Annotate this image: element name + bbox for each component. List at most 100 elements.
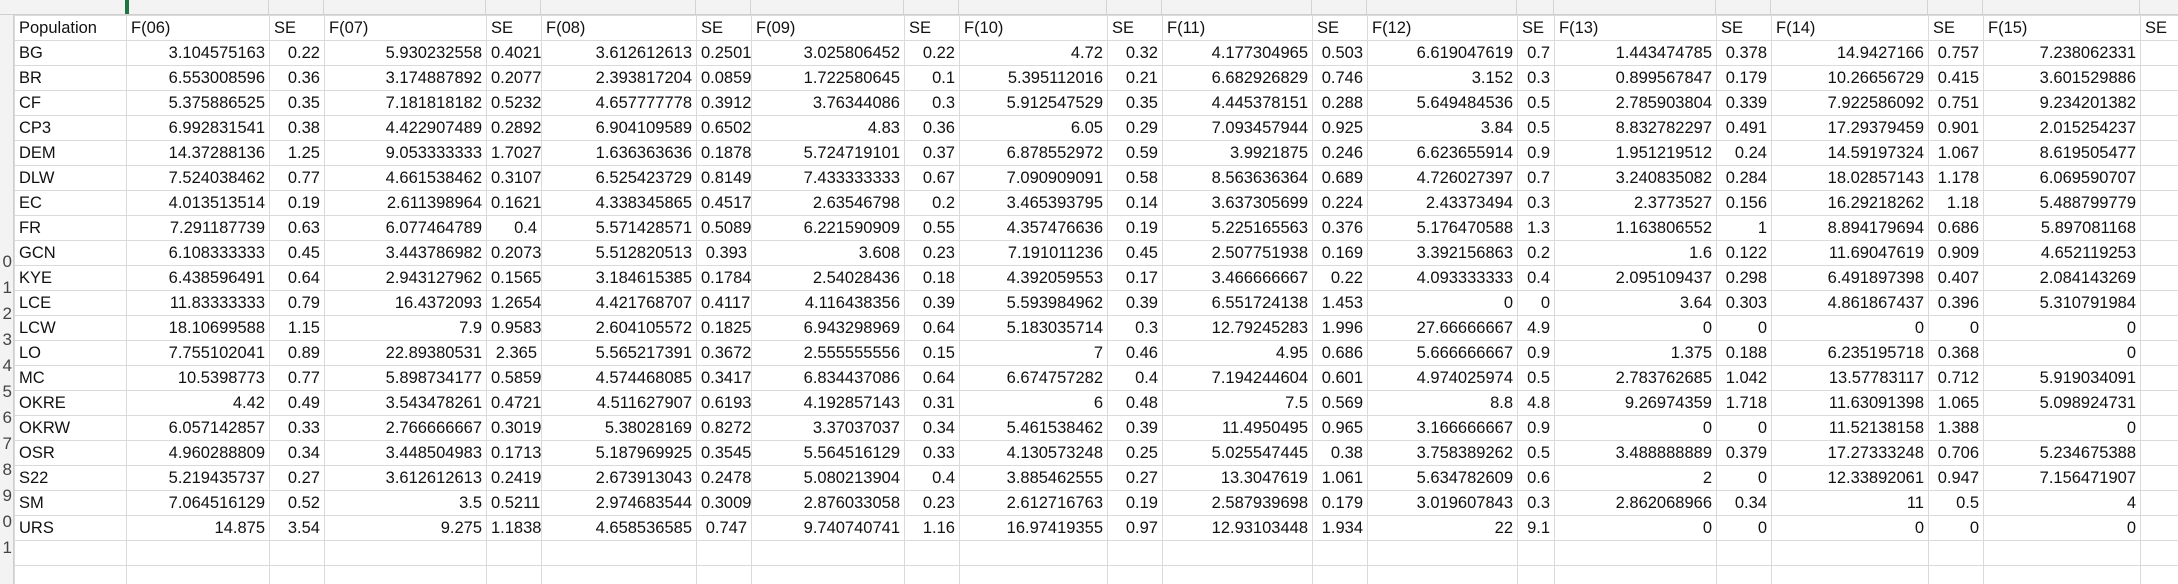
value-cell[interactable]: 0.33 [904, 440, 960, 466]
value-cell[interactable]: 0.288 [1312, 90, 1368, 116]
value-cell[interactable]: 0.15 [904, 340, 960, 366]
population-cell[interactable]: SM [14, 490, 127, 516]
empty-cell[interactable] [696, 540, 752, 566]
value-cell[interactable]: 0.18 [904, 265, 960, 291]
value-cell[interactable]: 0.1825 [696, 315, 752, 341]
value-cell[interactable]: 1.996 [1312, 315, 1368, 341]
value-cell[interactable]: 3.443786982 [324, 240, 487, 266]
value-cell[interactable]: 2.611398964 [324, 190, 487, 216]
value-cell[interactable]: 3.104575163 [126, 40, 270, 66]
value-cell[interactable]: 17.27333248 [1771, 440, 1929, 466]
value-cell[interactable]: 0.686 [1928, 215, 1984, 241]
column-header-divider[interactable] [1715, 0, 1716, 14]
value-cell[interactable]: 1.16 [904, 515, 960, 541]
value-cell[interactable]: 1.6 [1554, 240, 1717, 266]
value-cell[interactable]: 0.64 [904, 365, 960, 391]
value-cell[interactable]: 3.608 [751, 240, 905, 266]
value-cell[interactable]: 16.97419355 [959, 515, 1108, 541]
value-cell[interactable]: 2.095109437 [1554, 265, 1717, 291]
value-cell[interactable]: 0.36 [269, 65, 325, 91]
value-cell[interactable]: 7.524038462 [126, 165, 270, 191]
value-cell[interactable]: 0.491 [1716, 115, 1772, 141]
value-cell[interactable]: 3.488888889 [1554, 440, 1717, 466]
value-cell[interactable]: 0.901 [1928, 115, 1984, 141]
value-cell[interactable]: 3.152 [1367, 65, 1518, 91]
population-cell[interactable]: S22 [14, 465, 127, 491]
value-cell[interactable]: 2.393817204 [541, 65, 697, 91]
column-header-cell[interactable]: F(08) [541, 15, 697, 41]
value-cell[interactable]: 0.77 [269, 365, 325, 391]
column-header-cell[interactable]: SE [1107, 15, 1163, 41]
value-cell[interactable]: 11.69047619 [1771, 240, 1929, 266]
column-header-divider[interactable] [1366, 0, 1367, 14]
value-cell[interactable]: 0.1878 [696, 140, 752, 166]
value-cell[interactable]: 0 [1716, 515, 1772, 541]
value-cell[interactable]: 8.894179694 [1771, 215, 1929, 241]
value-cell[interactable]: 4.974025974 [1367, 365, 1518, 391]
value-cell[interactable]: 4.658536585 [541, 515, 697, 541]
population-cell[interactable]: DEM [14, 140, 127, 166]
value-cell[interactable]: 10.26656729 [1771, 65, 1929, 91]
column-header-divider[interactable] [323, 0, 324, 14]
value-cell[interactable]: 6.235195718 [1771, 340, 1929, 366]
column-header-cell[interactable]: F(09) [751, 15, 905, 41]
value-cell[interactable]: 4.83 [751, 115, 905, 141]
empty-cell[interactable] [1517, 540, 1555, 566]
value-cell[interactable]: 0.14 [1107, 190, 1163, 216]
empty-cell[interactable] [14, 540, 127, 566]
value-cell[interactable]: 0.5089 [696, 215, 752, 241]
value-cell[interactable]: 7.433333333 [751, 165, 905, 191]
value-cell[interactable]: 4.72 [959, 40, 1108, 66]
value-cell[interactable]: 5.666666667 [1367, 340, 1518, 366]
value-cell[interactable]: 0.24 [1716, 140, 1772, 166]
value-cell[interactable]: 0.2073 [486, 240, 542, 266]
value-cell[interactable]: 0.5 [1517, 365, 1555, 391]
value-cell[interactable]: 0.5232 [486, 90, 542, 116]
value-cell[interactable]: 0.3545 [696, 440, 752, 466]
value-cell[interactable]: 4.116438356 [751, 290, 905, 316]
value-cell[interactable]: 4.657777778 [541, 90, 697, 116]
value-cell[interactable]: 6 [959, 390, 1108, 416]
value-cell[interactable]: 0.27 [269, 465, 325, 491]
value-cell[interactable]: 6.438596491 [126, 265, 270, 291]
value-cell[interactable]: 0.8149 [696, 165, 752, 191]
value-cell[interactable]: 2.507751938 [1162, 240, 1313, 266]
column-header-cell[interactable]: SE [2140, 15, 2178, 41]
population-cell[interactable]: LO [14, 340, 127, 366]
column-header-divider[interactable] [903, 0, 904, 14]
column-header-cell[interactable]: F(15) [1983, 15, 2141, 41]
value-cell[interactable]: 1.067 [1928, 140, 1984, 166]
value-cell[interactable]: 1.1838 [486, 515, 542, 541]
value-cell[interactable]: 6.943298969 [751, 315, 905, 341]
value-cell[interactable]: 0.97 [1107, 515, 1163, 541]
value-cell[interactable]: 4 [1983, 490, 2141, 516]
column-header-cell[interactable]: SE [1517, 15, 1555, 41]
row-number[interactable]: 3 [2, 330, 12, 349]
value-cell[interactable]: 0.4721 [486, 390, 542, 416]
value-cell[interactable]: 12.79245283 [1162, 315, 1313, 341]
value-cell[interactable]: 0.34 [904, 415, 960, 441]
empty-cell[interactable] [2140, 540, 2178, 566]
value-cell[interactable]: 0 [1716, 415, 1772, 441]
population-cell[interactable]: EC [14, 190, 127, 216]
population-cell[interactable]: BG [14, 40, 127, 66]
value-cell[interactable]: 9.275 [324, 515, 487, 541]
column-header-divider[interactable] [1927, 0, 1928, 14]
value-cell[interactable]: 0.45 [1107, 240, 1163, 266]
row-number[interactable] [0, 145, 13, 171]
value-cell[interactable]: 0 [1928, 515, 1984, 541]
value-cell[interactable]: 0.368 [1928, 340, 1984, 366]
value-cell[interactable]: 0 [1983, 315, 2141, 341]
value-cell[interactable]: 11.52138158 [1771, 415, 1929, 441]
row-number[interactable]: 2 [2, 304, 12, 323]
value-cell[interactable]: 3.37037037 [751, 415, 905, 441]
value-cell[interactable]: 5.565217391 [541, 340, 697, 366]
value-cell[interactable]: 0.39 [1107, 415, 1163, 441]
value-cell[interactable]: 0.1565 [486, 265, 542, 291]
value-cell[interactable]: 1.453 [1312, 290, 1368, 316]
value-cell[interactable]: 6.834437086 [751, 365, 905, 391]
value-cell[interactable]: 1.3 [1517, 215, 1555, 241]
value-cell[interactable]: 0.3 [904, 90, 960, 116]
value-cell[interactable]: 0.3107 [486, 165, 542, 191]
value-cell[interactable]: 0.3 [1517, 190, 1555, 216]
